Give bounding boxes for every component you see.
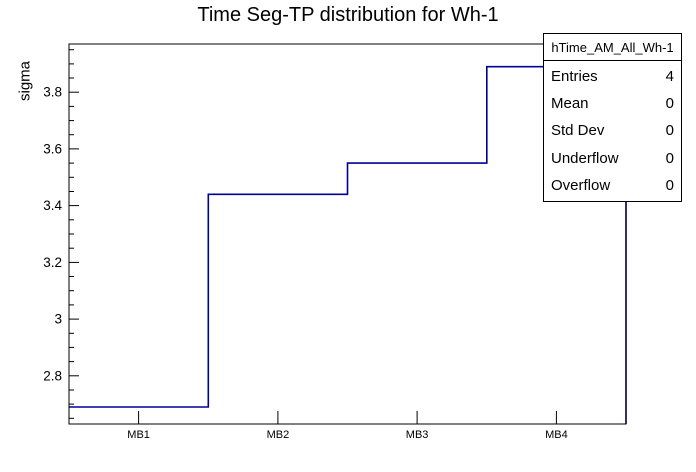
stat-value: 0 (665, 122, 674, 140)
stat-label: Mean (551, 95, 589, 113)
stat-row-mean: Mean 0 (544, 95, 681, 112)
stat-value: 0 (665, 149, 674, 167)
stat-label: Entries (551, 68, 598, 86)
x-tick-label: MB2 (267, 429, 290, 441)
x-tick-label: MB4 (545, 429, 568, 441)
y-tick-label: 3.6 (43, 141, 62, 156)
stats-box: hTime_AM_All_Wh-1 Entries 4 Mean 0 Std D… (543, 33, 682, 202)
stat-row-overflow: Overflow 0 (544, 177, 681, 194)
stat-row-underflow: Underflow 0 (544, 150, 681, 167)
y-tick-label: 3.8 (43, 85, 62, 100)
y-tick-label: 3 (54, 312, 62, 327)
stat-label: Std Dev (551, 122, 605, 140)
stat-value: 4 (665, 68, 674, 86)
y-tick-label: 3.2 (43, 255, 62, 270)
x-tick-label: MB3 (406, 429, 429, 441)
y-tick-label: 3.4 (43, 198, 62, 213)
stat-label: Underflow (551, 149, 619, 167)
stat-value: 0 (665, 95, 674, 113)
y-tick-label: 2.8 (43, 368, 62, 383)
chart-title: Time Seg-TP distribution for Wh-1 (197, 4, 499, 26)
plot-frame (68, 43, 627, 425)
stats-box-title: hTime_AM_All_Wh-1 (544, 34, 681, 61)
stat-label: Overflow (551, 176, 611, 194)
stats-rows: Entries 4 Mean 0 Std Dev 0 Underflow 0 O… (544, 61, 681, 201)
stat-value: 0 (665, 176, 674, 194)
stat-row-stddev: Std Dev 0 (544, 122, 681, 139)
x-tick-label: MB1 (127, 429, 150, 441)
stat-row-entries: Entries 4 (544, 68, 681, 85)
